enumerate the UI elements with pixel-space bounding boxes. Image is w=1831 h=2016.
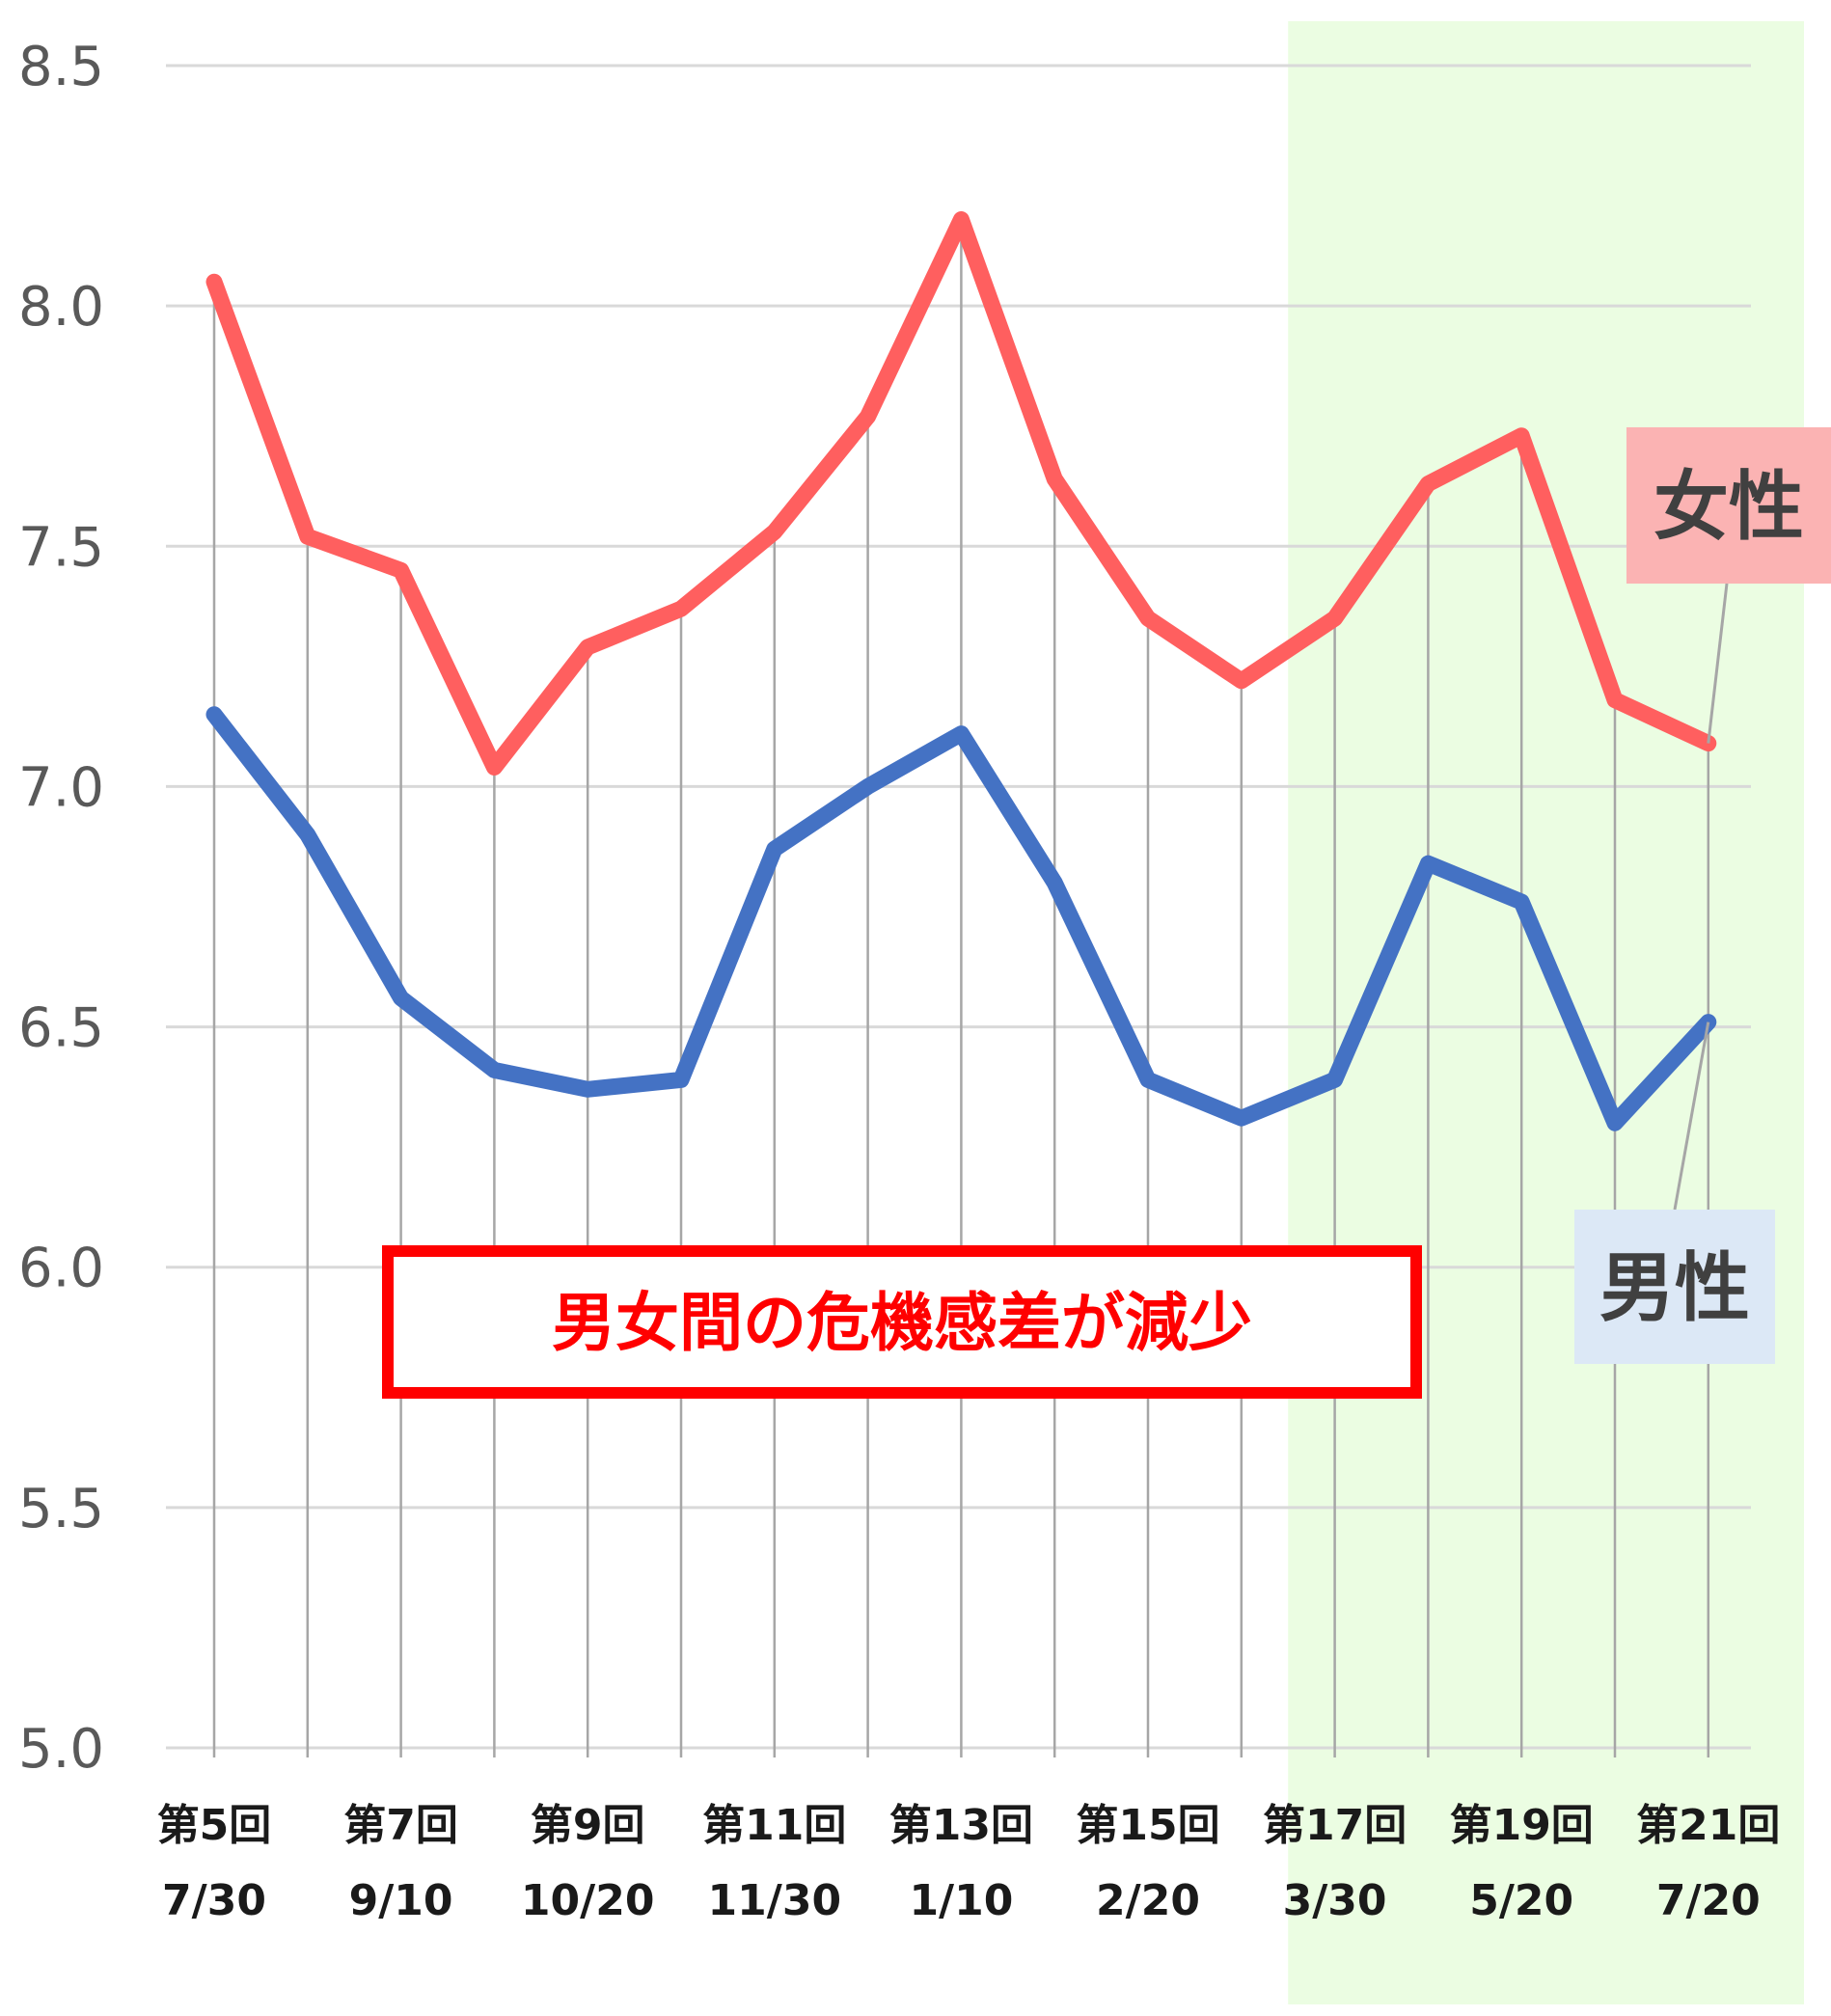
y-tick-label: 5.5	[18, 1478, 104, 1540]
x-tick-label: 7/30	[162, 1876, 266, 1925]
x-tick-label: 第11回	[702, 1801, 846, 1850]
annotation-box: 男女間の危機感差が減少	[382, 1245, 1422, 1399]
x-tick-label: 第17回	[1263, 1801, 1407, 1850]
y-tick-label: 5.0	[18, 1718, 104, 1781]
x-tick-label: 10/20	[521, 1876, 655, 1925]
y-axis: 5.0 5.5 6.0 6.5 7.0 7.5 8.0 8.5	[18, 36, 104, 1781]
series-label: 男性	[1599, 1245, 1750, 1332]
x-axis: 第5回 7/30 第7回 9/10 第9回 10/20 第11回 11/30 第13回 1/10 第…	[157, 1801, 1781, 1925]
series-label-box	[1626, 427, 1831, 584]
x-tick-label: 5/20	[1469, 1876, 1573, 1925]
annotation-frame	[382, 1245, 1422, 1399]
y-tick-label: 8.5	[18, 36, 104, 98]
x-tick-label: 3/30	[1283, 1876, 1387, 1925]
x-tick-label: 第5回	[157, 1801, 272, 1850]
x-tick-label: 第19回	[1450, 1801, 1594, 1850]
series-line-male	[205, 706, 1717, 1131]
annotation-text: 男女間の危機感差が減少	[552, 1286, 1252, 1360]
x-tick-label: 9/10	[349, 1876, 453, 1925]
x-tick-label: 7/20	[1656, 1876, 1761, 1925]
series-label: 女性	[1653, 464, 1804, 551]
highlight-region	[1288, 21, 1804, 2004]
label-leader-line	[1707, 583, 1729, 744]
label-leader-line	[1673, 1022, 1710, 1211]
y-tick-label: 7.5	[18, 516, 104, 579]
y-tick-label: 7.0	[18, 756, 104, 819]
x-tick-label: 11/30	[708, 1876, 842, 1925]
y-tick-label: 8.0	[18, 276, 104, 339]
x-tick-label: 1/10	[909, 1876, 1013, 1925]
x-tick-label: 第21回	[1636, 1801, 1780, 1850]
series-lines	[205, 211, 1717, 1131]
x-tick-label: 第13回	[889, 1801, 1033, 1850]
x-tick-label: 第15回	[1076, 1801, 1219, 1850]
x-tick-label: 2/20	[1096, 1876, 1200, 1925]
series-label-box	[1574, 1210, 1775, 1364]
y-tick-label: 6.0	[18, 1238, 104, 1300]
x-tick-label: 第9回	[531, 1801, 645, 1850]
y-tick-label: 6.5	[18, 997, 104, 1060]
x-tick-label: 第7回	[343, 1801, 458, 1850]
series-line-female	[205, 211, 1717, 776]
